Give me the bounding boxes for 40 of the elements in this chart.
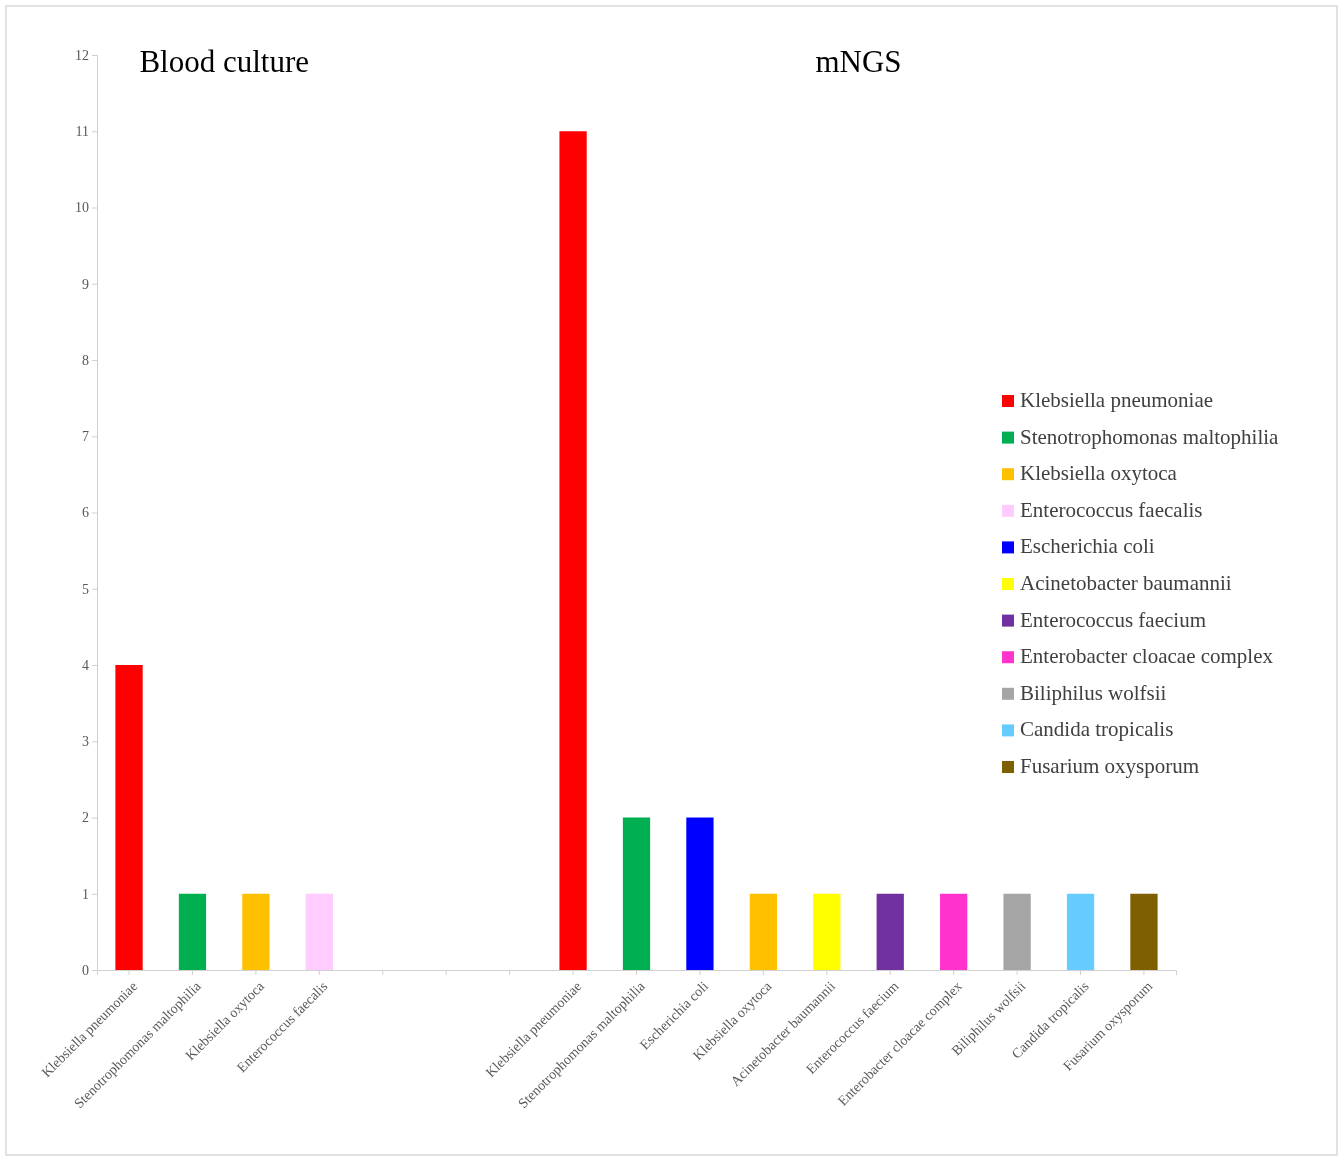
y-tick-label: 1 [82, 886, 89, 902]
legend-label: Biliphilus wolfsii [1020, 680, 1167, 705]
y-tick-label: 2 [82, 810, 89, 826]
annotation: mNGS [815, 44, 902, 79]
legend-label: Enterobacter cloacae complex [1020, 644, 1274, 669]
legend-label: Enterococcus faecium [1020, 607, 1206, 632]
y-tick-label: 10 [75, 200, 89, 216]
annotation: Blood culture [139, 44, 309, 79]
bar [749, 893, 777, 970]
y-tick-label: 0 [82, 962, 89, 978]
y-tick-label: 5 [82, 581, 89, 597]
bar [622, 817, 651, 970]
legend-label: Stenotrophomonas maltophilia [1020, 424, 1280, 449]
legend-label: Escherichia coli [1020, 534, 1155, 559]
y-tick-label: 12 [75, 47, 89, 63]
legend-label: Klebsiella oxytoca [1020, 461, 1178, 486]
bar [178, 893, 207, 970]
bar [1003, 893, 1031, 970]
y-tick-label: 3 [82, 734, 89, 750]
bar [686, 817, 714, 970]
bar [559, 131, 587, 970]
legend-label: Enterococcus faecalis [1020, 497, 1203, 522]
bar [1130, 893, 1158, 970]
y-tick-label: 11 [75, 124, 89, 140]
bar [1066, 893, 1095, 970]
legend-label: Klebsiella pneumoniae [1020, 388, 1214, 412]
y-tick-label: 9 [82, 276, 89, 292]
bar [242, 893, 270, 970]
legend-label: Candida tropicalis [1020, 717, 1174, 742]
bar [940, 893, 968, 970]
y-tick-label: 6 [82, 505, 89, 521]
bar [813, 893, 841, 970]
bar [305, 893, 333, 970]
bar [876, 893, 904, 970]
y-tick-label: 4 [82, 657, 89, 673]
y-tick-label: 7 [82, 429, 89, 445]
y-tick-label: 8 [82, 352, 89, 368]
legend-label: Fusarium oxysporum [1020, 754, 1200, 778]
legend-label: Acinetobacter baumannii [1020, 571, 1232, 595]
bar [115, 665, 143, 970]
